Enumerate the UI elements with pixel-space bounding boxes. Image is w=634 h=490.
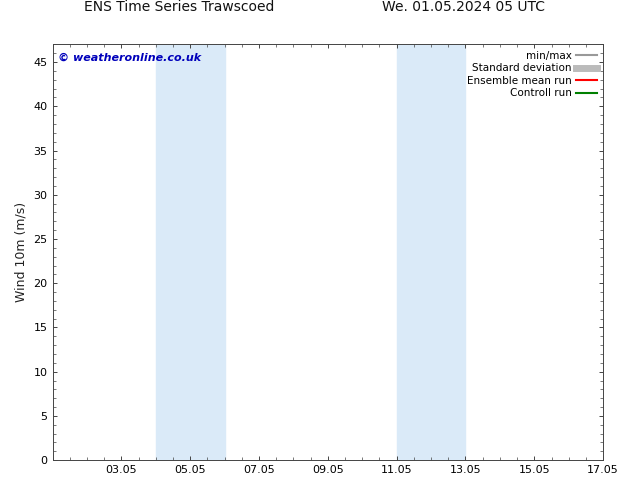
Legend: min/max, Standard deviation, Ensemble mean run, Controll run: min/max, Standard deviation, Ensemble me… — [464, 48, 600, 101]
Text: ENS Time Series Trawscoed: ENS Time Series Trawscoed — [84, 0, 275, 14]
Y-axis label: Wind 10m (m/s): Wind 10m (m/s) — [15, 202, 28, 302]
Bar — [397, 45, 465, 460]
Text: We. 01.05.2024 05 UTC: We. 01.05.2024 05 UTC — [382, 0, 545, 14]
Text: © weatheronline.co.uk: © weatheronline.co.uk — [58, 53, 201, 63]
Bar — [156, 45, 224, 460]
